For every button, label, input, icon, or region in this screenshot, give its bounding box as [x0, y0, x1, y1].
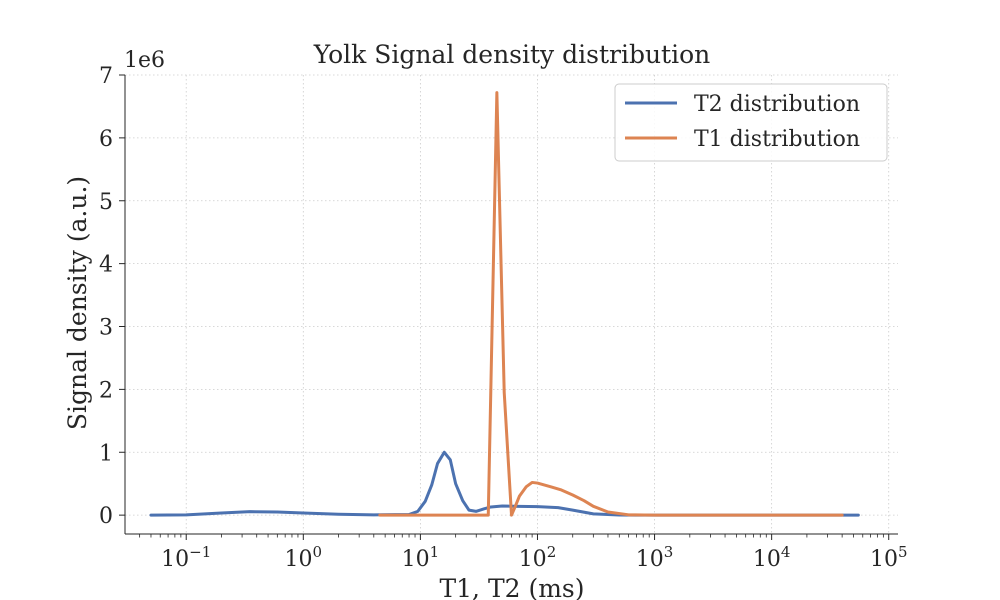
y-tick-label: 3 — [99, 316, 113, 341]
x-tick-label: 100 — [285, 543, 323, 572]
legend-box — [614, 83, 888, 162]
x-tick-label: 102 — [519, 543, 557, 572]
y-tick-label: 7 — [99, 64, 113, 89]
legend-label-t1: T1 distribution — [694, 127, 860, 152]
t2-distribution-line — [149, 450, 860, 517]
t1-distribution-line — [378, 91, 844, 517]
y-tick-label: 4 — [99, 253, 113, 278]
x-tick-label: 104 — [753, 543, 791, 572]
x-tick-label: 10−1 — [161, 543, 211, 572]
y-tick-label: 5 — [99, 190, 113, 215]
x-tick-label: 103 — [636, 543, 674, 572]
y-axis-label: Signal density (a.u.) — [63, 176, 92, 430]
x-axis-label: T1, T2 (ms) — [439, 574, 584, 600]
legend: T2 distribution T1 distribution — [614, 83, 888, 162]
y-offset-label: 1e6 — [124, 48, 165, 73]
y-tick-label: 1 — [99, 441, 113, 466]
y-tick-label: 6 — [99, 127, 113, 152]
x-tick-label: 105 — [870, 543, 908, 572]
y-tick-label: 2 — [99, 378, 113, 403]
x-tick-label: 101 — [402, 543, 440, 572]
axes: 10−1 100 101 102 103 104 105 0 1 2 3 4 5 6 7 — [99, 64, 908, 572]
chart-title: Yolk Signal density distribution — [313, 40, 711, 69]
legend-label-t2: T2 distribution — [694, 92, 860, 117]
series-lines — [149, 91, 860, 517]
y-tick-label: 0 — [99, 504, 113, 529]
